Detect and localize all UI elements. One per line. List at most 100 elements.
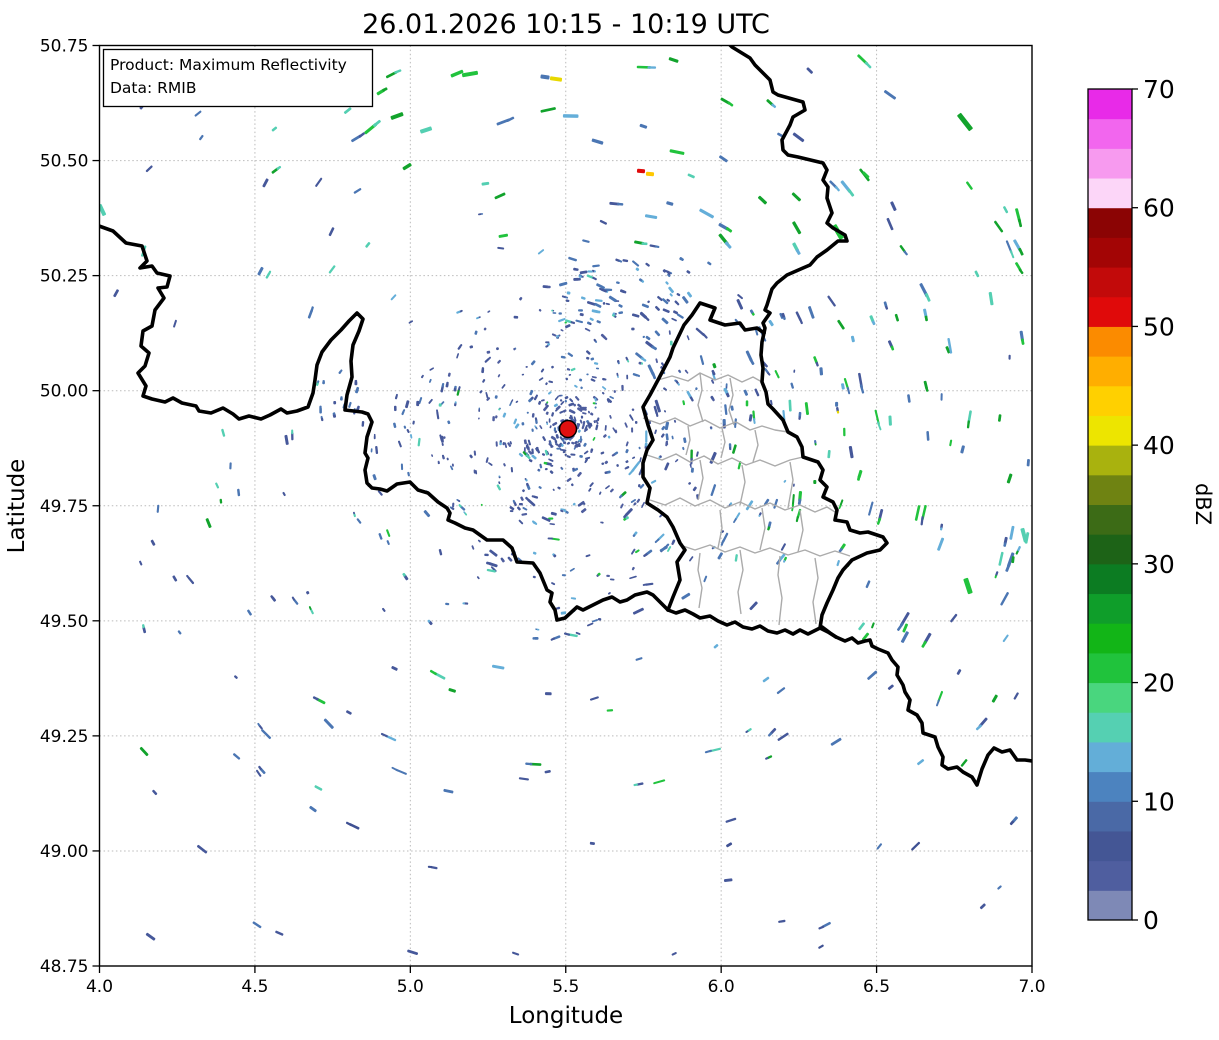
radar-echo (582, 412, 587, 415)
radar-echo (560, 509, 564, 513)
radar-echo (717, 552, 723, 560)
radar-echo (720, 539, 725, 546)
colorbar-tick-label: 70 (1143, 75, 1175, 104)
radar-echo (447, 420, 451, 425)
radar-echo (449, 506, 452, 509)
radar-echo (394, 405, 397, 412)
radar-echo (601, 462, 605, 465)
canton-border (737, 549, 744, 615)
radar-echo (636, 168, 646, 174)
radar-echo (573, 403, 576, 407)
radar-echo (538, 400, 542, 405)
radar-echo (699, 208, 714, 219)
radar-echo (550, 511, 557, 516)
radar-echo (567, 299, 570, 303)
radar-echo (949, 439, 953, 447)
radar-echo (532, 520, 537, 524)
radar-echo (752, 418, 756, 424)
radar-echo (312, 696, 319, 701)
colorbar-band (1088, 296, 1132, 327)
radar-echo (668, 286, 674, 294)
radar-echo (478, 213, 482, 216)
radar-echo (459, 309, 463, 313)
border-france-luxembourg (666, 608, 838, 639)
radar-echo (558, 312, 562, 315)
radar-echo (737, 294, 743, 300)
x-tick-label: 4.0 (86, 977, 113, 997)
radar-echo (314, 785, 323, 791)
radar-echo (707, 261, 712, 266)
radar-echo (531, 428, 534, 432)
radar-echo (518, 519, 524, 525)
radar-echo (1005, 563, 1011, 572)
canton-border (787, 461, 794, 509)
canton-border (697, 372, 704, 423)
radar-echo (745, 400, 749, 407)
radar-echo (525, 482, 529, 487)
radar-echo (463, 602, 469, 605)
radar-echo (506, 116, 515, 122)
data-source-label: Data: RMIB (110, 79, 197, 97)
radar-echo (888, 415, 892, 426)
radar-echo (577, 471, 582, 477)
radar-echo (937, 537, 945, 551)
radar-echo (469, 345, 474, 349)
radar-echo (478, 417, 480, 420)
radar-echo (145, 165, 153, 173)
radar-echo (890, 345, 895, 351)
radar-echo (911, 841, 921, 851)
radar-echo (512, 499, 516, 503)
radar-echo (454, 385, 457, 389)
radar-echo (590, 357, 595, 361)
radar-echo (495, 441, 498, 447)
colorbar-band (1088, 682, 1132, 713)
radar-echo (437, 460, 440, 463)
radar-echo (515, 400, 519, 403)
radar-echo (1003, 542, 1007, 547)
radar-echo (767, 526, 771, 531)
radar-echo (535, 419, 538, 424)
radar-echo (614, 312, 617, 315)
radar-echo (956, 669, 962, 675)
radar-echo (765, 757, 769, 760)
radar-echo (858, 622, 865, 631)
radar-echo (703, 575, 708, 583)
radar-echo (725, 383, 728, 388)
radar-echo (639, 311, 647, 319)
radar-echo (486, 397, 491, 401)
radar-echo (494, 395, 498, 399)
radar-echo (456, 353, 459, 359)
radar-echo (488, 462, 491, 465)
radar-echo (867, 670, 878, 680)
radar-echo (317, 380, 320, 383)
y-tick-label: 49.75 (40, 497, 89, 517)
radar-echo (658, 456, 661, 459)
radar-echo (486, 350, 491, 354)
radar-echo (659, 546, 668, 552)
radar-echo (429, 367, 434, 371)
radar-echo (528, 458, 531, 462)
radar-echo (441, 454, 445, 457)
radar-echo (723, 878, 733, 883)
radar-echo (529, 762, 542, 766)
radar-echo (594, 406, 597, 409)
radar-echo (487, 356, 492, 360)
radar-echo (640, 357, 647, 362)
canton-border (642, 417, 789, 433)
radar-echo (574, 384, 578, 388)
radar-echo (1026, 459, 1030, 467)
radar-echo (793, 369, 796, 373)
radar-echo (711, 372, 717, 381)
colorbar-band (1088, 741, 1132, 773)
radar-echo (172, 575, 178, 582)
radar-echo (291, 596, 296, 601)
radar-echo (572, 467, 575, 471)
radar-echo (473, 450, 477, 456)
radar-echo (711, 547, 714, 550)
radar-echo (310, 306, 314, 312)
radar-echo (527, 439, 531, 446)
radar-echo (579, 440, 582, 443)
radar-echo (257, 266, 264, 276)
radar-echo (520, 296, 523, 299)
radar-echo (492, 416, 495, 422)
